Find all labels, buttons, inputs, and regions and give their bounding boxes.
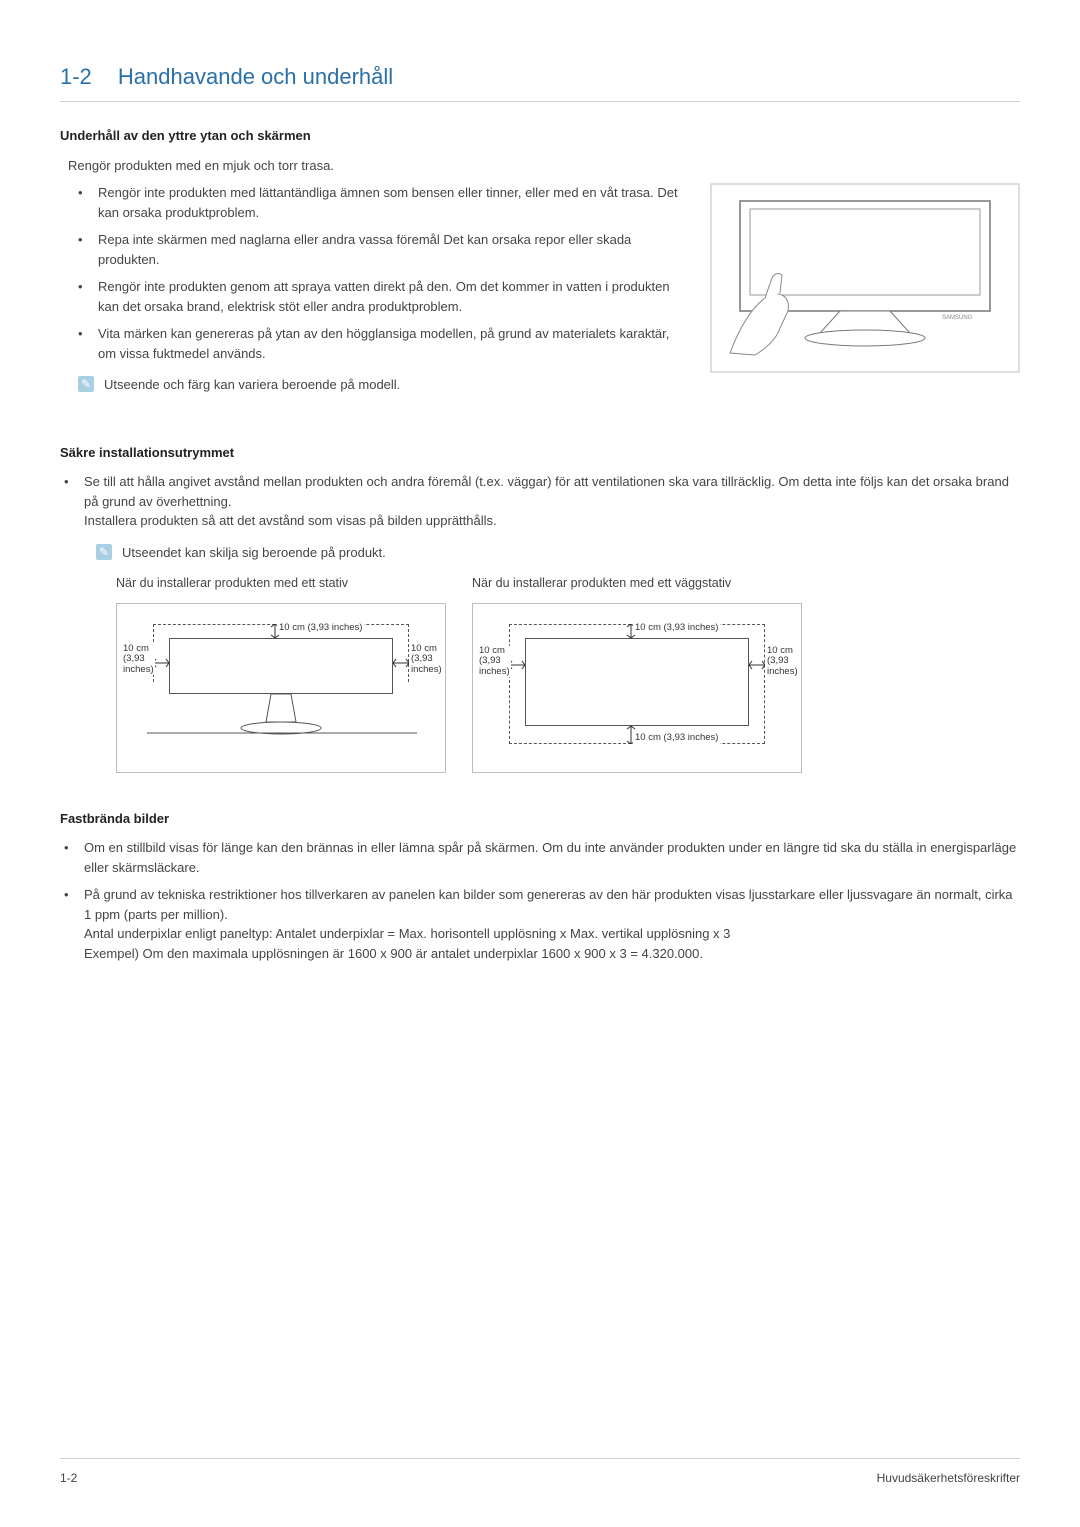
clearance-label-bottom: 10 cm (3,93 inches) (633, 733, 720, 743)
installation-bullets: Se till att hålla angivet avstånd mellan… (64, 472, 1020, 531)
burnin-bullet-text: Exempel) Om den maximala upplösningen är… (84, 946, 703, 961)
maintenance-intro: Rengör produkten med en mjuk och torr tr… (68, 156, 1020, 176)
clearance-label-top: 10 cm (3,93 inches) (277, 623, 364, 633)
svg-text:SAMSUNG: SAMSUNG (942, 315, 973, 321)
maintenance-bullet: Rengör inte produkten med lättantändliga… (78, 183, 680, 222)
burnin-bullet: Om en stillbild visas för länge kan den … (64, 838, 1020, 877)
clearance-label-right: 10 cm (3,93 inches) (409, 644, 443, 675)
clearance-label-right: 10 cm (3,93 inches) (765, 646, 799, 677)
clearance-label-left: 10 cm (3,93 inches) (477, 646, 511, 677)
diagram-stand-box: 10 cm (3,93 inches) 10 cm (3,93 inches) … (116, 603, 446, 773)
burnin-bullet: På grund av tekniska restriktioner hos t… (64, 885, 1020, 963)
burnin-block: Fastbrända bilder Om en stillbild visas … (60, 809, 1020, 964)
clearance-label-left: 10 cm (3,93 inches) (121, 644, 155, 675)
diagram-stand: När du installerar produkten med ett sta… (116, 574, 446, 773)
installation-bullet-text: Se till att hålla angivet avstånd mellan… (84, 474, 1009, 509)
page-footer: 1-2 Huvudsäkerhetsföreskrifter (60, 1458, 1020, 1487)
diagram-stand-caption: När du installerar produkten med ett sta… (116, 574, 446, 593)
maintenance-bullet: Rengör inte produkten genom att spraya v… (78, 277, 680, 316)
burnin-bullets: Om en stillbild visas för länge kan den … (64, 838, 1020, 963)
installation-note-text: Utseendet kan skilja sig beroende på pro… (122, 543, 386, 563)
burnin-bullet-text: Antal underpixlar enligt paneltyp: Antal… (84, 926, 730, 941)
monitor-illustration: SAMSUNG (710, 183, 1020, 379)
section-title-text: Handhavande och underhåll (118, 64, 393, 89)
maintenance-bullet: Repa inte skärmen med naglarna eller and… (78, 230, 680, 269)
clearance-diagrams: När du installerar produkten med ett sta… (116, 574, 1020, 773)
maintenance-note: ✎ Utseende och färg kan variera beroende… (78, 375, 680, 395)
diagram-wall-caption: När du installerar produkten med ett väg… (472, 574, 802, 593)
note-icon: ✎ (96, 544, 112, 560)
maintenance-note-text: Utseende och färg kan variera beroende p… (104, 375, 400, 395)
note-icon: ✎ (78, 376, 94, 392)
burnin-heading: Fastbrända bilder (60, 809, 1020, 829)
footer-right: Huvudsäkerhetsföreskrifter (877, 1469, 1020, 1487)
maintenance-heading: Underhåll av den yttre ytan och skärmen (60, 126, 1020, 146)
installation-bullet: Se till att hålla angivet avstånd mellan… (64, 472, 1020, 531)
burnin-bullet-text: På grund av tekniska restriktioner hos t… (84, 887, 1013, 922)
installation-bullet-text: Installera produkten så att det avstånd … (84, 513, 497, 528)
diagram-wall-box: 10 cm (3,93 inches) 10 cm (3,93 inches) … (472, 603, 802, 773)
clearance-label-top: 10 cm (3,93 inches) (633, 623, 720, 633)
maintenance-block: Underhåll av den yttre ytan och skärmen … (60, 126, 1020, 407)
footer-left: 1-2 (60, 1469, 77, 1487)
diagram-wall: När du installerar produkten med ett väg… (472, 574, 802, 773)
maintenance-text-col: Rengör inte produkten med lättantändliga… (60, 183, 680, 407)
section-title: 1-2 Handhavande och underhåll (60, 60, 1020, 102)
installation-heading: Säkre installationsutrymmet (60, 443, 1020, 463)
installation-block: Säkre installationsutrymmet Se till att … (60, 443, 1020, 773)
maintenance-row: Rengör inte produkten med lättantändliga… (60, 183, 1020, 407)
maintenance-bullets: Rengör inte produkten med lättantändliga… (78, 183, 680, 363)
maintenance-bullet: Vita märken kan genereras på ytan av den… (78, 324, 680, 363)
installation-note: ✎ Utseendet kan skilja sig beroende på p… (96, 543, 1020, 563)
section-number: 1-2 (60, 64, 92, 89)
